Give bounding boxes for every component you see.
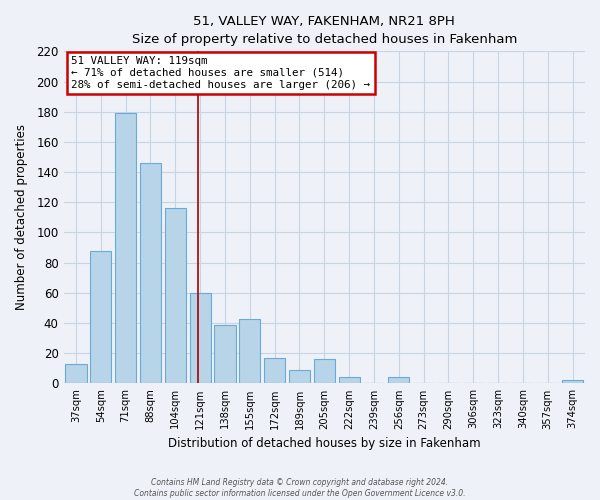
Text: Contains HM Land Registry data © Crown copyright and database right 2024.
Contai: Contains HM Land Registry data © Crown c…: [134, 478, 466, 498]
Bar: [264, 358, 285, 384]
Bar: [115, 113, 136, 384]
Bar: [65, 364, 86, 384]
Bar: [90, 250, 112, 384]
Bar: [190, 293, 211, 384]
Bar: [388, 378, 409, 384]
Y-axis label: Number of detached properties: Number of detached properties: [15, 124, 28, 310]
Bar: [140, 163, 161, 384]
Title: 51, VALLEY WAY, FAKENHAM, NR21 8PH
Size of property relative to detached houses : 51, VALLEY WAY, FAKENHAM, NR21 8PH Size …: [131, 15, 517, 46]
Bar: [165, 208, 186, 384]
Text: 51 VALLEY WAY: 119sqm
← 71% of detached houses are smaller (514)
28% of semi-det: 51 VALLEY WAY: 119sqm ← 71% of detached …: [71, 56, 370, 90]
X-axis label: Distribution of detached houses by size in Fakenham: Distribution of detached houses by size …: [168, 437, 481, 450]
Bar: [314, 360, 335, 384]
Bar: [214, 324, 236, 384]
Bar: [239, 318, 260, 384]
Bar: [289, 370, 310, 384]
Bar: [562, 380, 583, 384]
Bar: [338, 378, 359, 384]
